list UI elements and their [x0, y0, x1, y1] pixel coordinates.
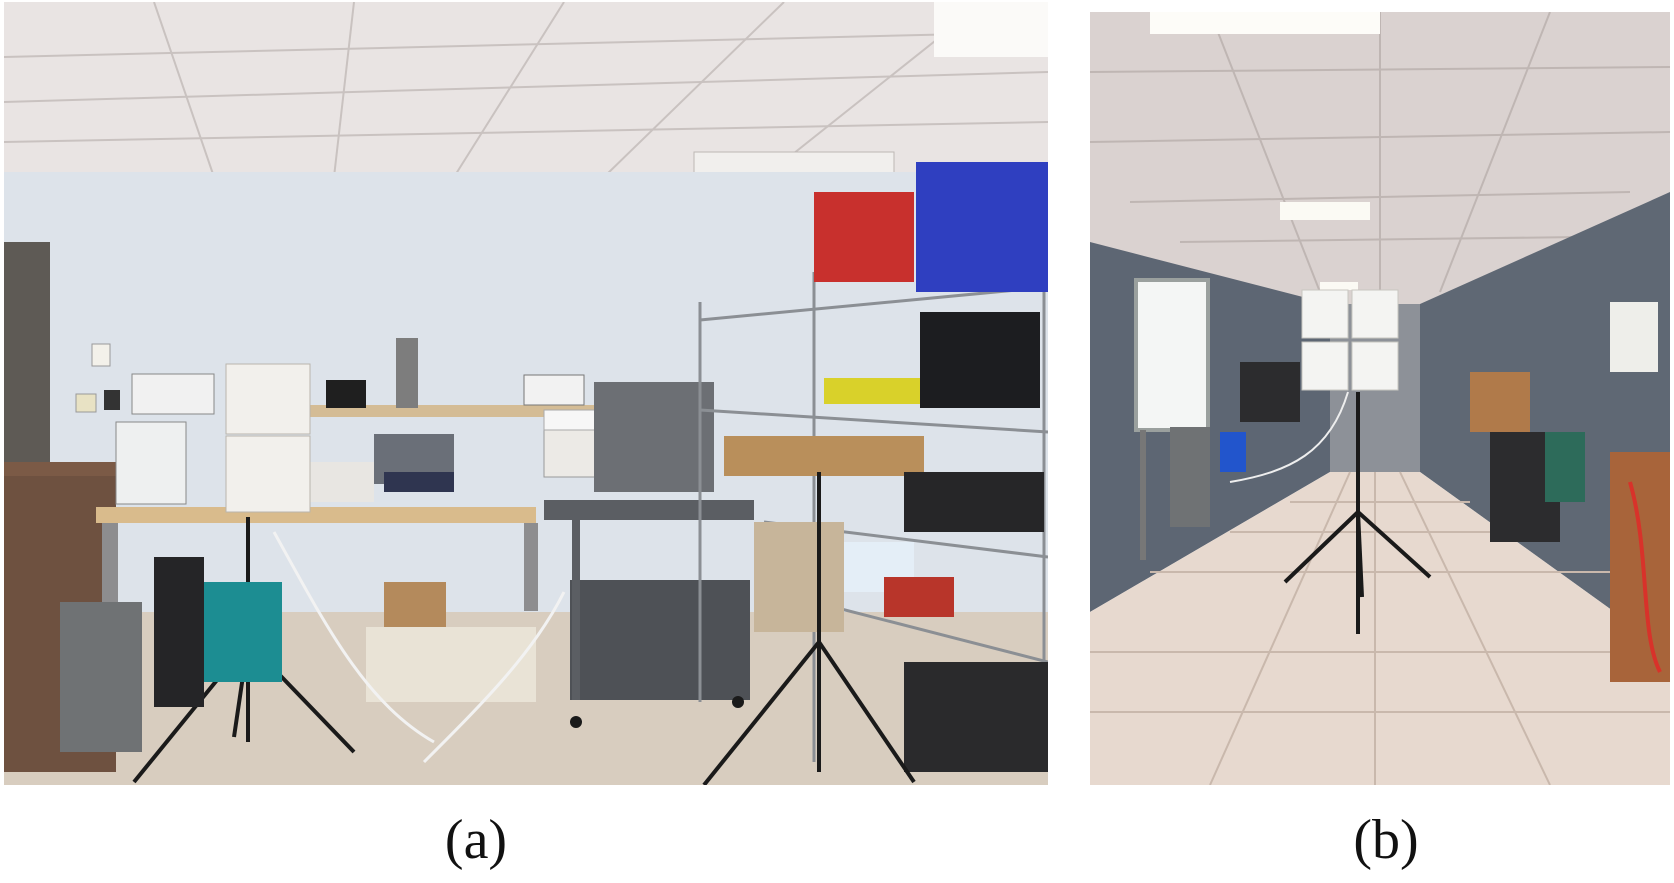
wooden-board [724, 436, 924, 476]
antenna-panel [225, 363, 311, 435]
ceiling-light [934, 2, 1048, 57]
antenna-element [1351, 289, 1399, 339]
antenna-element [1301, 289, 1349, 339]
cart-body [570, 580, 750, 700]
wooden-cubby [1610, 452, 1670, 682]
cart-wheel [570, 716, 582, 728]
boxes-stack [384, 472, 454, 492]
ceiling-light [1320, 282, 1358, 290]
test-instrument [131, 373, 215, 415]
box-stack [754, 522, 844, 632]
bench-leg [102, 523, 118, 611]
panel-a-photo [4, 2, 1048, 785]
wall-box [104, 390, 120, 410]
blue-storage-bin [916, 162, 1048, 292]
box-stack [884, 577, 954, 617]
cart-frame [572, 500, 580, 700]
wall-switch [91, 343, 111, 367]
cable [422, 591, 566, 764]
upper-shelf [304, 405, 594, 417]
floor-papers [366, 627, 536, 702]
cabinet-top [4, 462, 120, 476]
bench-device [523, 374, 585, 406]
antenna-element [1301, 341, 1349, 391]
antenna-panel [225, 435, 311, 513]
workbench-top [96, 507, 536, 523]
tripod-right [702, 472, 916, 785]
grey-cabinet [594, 382, 714, 492]
cardboard-box [384, 582, 446, 628]
cable [272, 531, 435, 744]
yellow-box [824, 378, 920, 404]
cart-wheel [732, 696, 744, 708]
hallway-photo [1090, 12, 1670, 785]
ceiling-light [1280, 202, 1370, 220]
cardboard-boxes [1470, 372, 1530, 432]
wall-outlet [75, 393, 97, 413]
ceiling-light [1150, 12, 1380, 34]
whiteboard [1134, 278, 1210, 432]
boxes-stack [304, 462, 374, 502]
red-cable [1628, 481, 1662, 673]
air-vent [693, 151, 895, 175]
panel-b-photo [1090, 12, 1670, 785]
antenna-element [1351, 341, 1399, 391]
bench-device [396, 338, 418, 408]
bench-leg [524, 523, 538, 611]
ceiling [4, 2, 1048, 177]
teal-bin [198, 582, 282, 682]
equipment-pile [904, 472, 1044, 532]
trash-can [1170, 427, 1210, 527]
blue-bin [1220, 432, 1246, 472]
telephone [326, 380, 366, 408]
cable [1229, 391, 1349, 483]
black-bag [154, 557, 204, 707]
wall-poster [1610, 302, 1658, 372]
office-chairs [1240, 362, 1300, 422]
caption-b: (b) [1353, 809, 1419, 871]
green-chair [1545, 432, 1585, 502]
caption-a: (a) [444, 809, 508, 871]
ceiling-grid [1090, 12, 1670, 293]
ceiling-grid [4, 2, 1048, 178]
red-storage-bin [814, 192, 914, 282]
test-instrument [115, 421, 187, 505]
tripod [1283, 392, 1432, 634]
lab-room-photo [4, 2, 1048, 785]
floor-tiles [1090, 471, 1670, 785]
floor [1090, 472, 1670, 785]
right-wall [1420, 192, 1670, 652]
trash-can [60, 602, 142, 752]
computer-monitor [920, 312, 1040, 408]
whiteboard-stand [1140, 430, 1146, 560]
computer-towers [904, 662, 1048, 772]
